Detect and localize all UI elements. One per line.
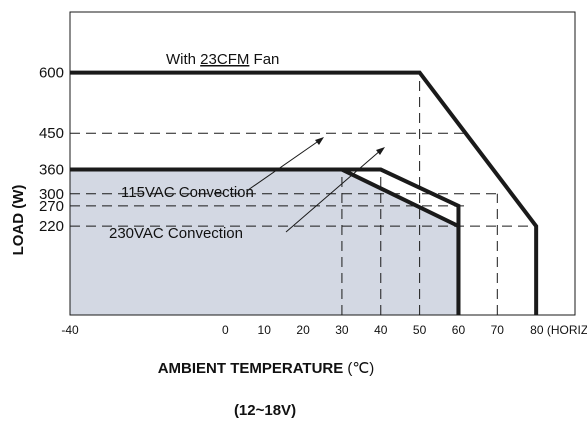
axes-layer [69, 11, 576, 316]
y-tick-label: 450 [39, 125, 64, 142]
y-tick-label: 270 [39, 198, 64, 215]
y-tick-label: 600 [39, 65, 64, 82]
fan-label-prefix: With [166, 51, 200, 68]
x-axis-title-unit: (℃) [343, 360, 374, 377]
x-tick-label: 0 [222, 323, 229, 337]
series-line-0 [70, 70, 539, 315]
y-tick-label: 300 [39, 186, 64, 203]
x-tick-label: 30 [335, 323, 349, 337]
x-tick-label: 20 [296, 323, 310, 337]
leader-arrow-230vac [376, 147, 385, 155]
fan-series-label: With 23CFM Fan [166, 51, 279, 68]
series-line-2 [70, 167, 461, 315]
annotations: With 23CFM Fan 115VAC Convection 230VAC … [109, 51, 385, 242]
x-tick-label: 80 (HORIZONTAL) [530, 323, 587, 337]
x-tick-label: 60 [452, 323, 466, 337]
x-tick-labels: -40 0 10 20 30 40 50 60 70 80 (HORIZONTAL) [61, 323, 587, 337]
x-axis-title: AMBIENT TEMPERATURE (℃) [158, 360, 375, 377]
y-tick-label: 220 [39, 218, 64, 235]
x-tick-label: 10 [258, 323, 272, 337]
x-tick-label: 50 [413, 323, 427, 337]
leader-line-230vac [285, 149, 382, 233]
x-axis-title-main: AMBIENT TEMPERATURE [158, 360, 344, 377]
series-label-230vac: 230VAC Convection [109, 225, 243, 242]
series-layer [70, 70, 539, 315]
series-label-115vac: 115VAC Convection [121, 184, 254, 201]
y-axis-title: LOAD (W) [10, 185, 27, 256]
fan-label-suffix: Fan [249, 51, 279, 68]
leader-line-115vac [247, 139, 321, 191]
leader-arrow-115vac [315, 137, 324, 145]
chart-subtitle: (12~18V) [234, 402, 296, 419]
x-tick-label: 40 [374, 323, 388, 337]
x-tick-label: 70 [491, 323, 505, 337]
x-tick-label: -40 [61, 323, 79, 337]
y-tick-label: 360 [39, 162, 64, 179]
plot-frame [69, 11, 576, 316]
fan-label-underlined: 23CFM [200, 51, 249, 68]
